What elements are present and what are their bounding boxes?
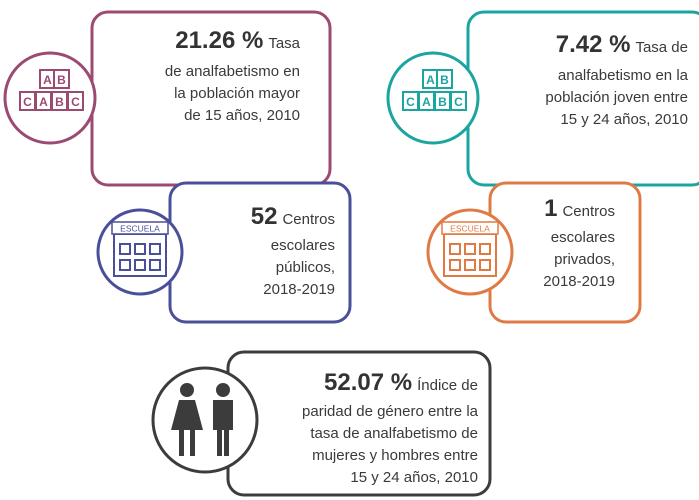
stat-text: privados, (554, 251, 615, 268)
school-sign-text: ESCUELA (450, 224, 490, 234)
stat-text: 2018-2019 (263, 281, 335, 298)
stat-text: población joven entre (545, 89, 688, 106)
school-sign (441, 221, 499, 235)
stat-value: 1 (544, 195, 557, 222)
window (119, 243, 131, 255)
stat-text: mujeres y hombres entre (312, 447, 478, 464)
card: ESCUELA 52 Centros escolares públicos, 2018-2… (96, 181, 352, 324)
card: ESCUELA 1 Centros escolares privados, 2018-20… (426, 181, 642, 324)
window (149, 259, 161, 271)
woman (171, 400, 203, 456)
block-letter: C (406, 95, 415, 109)
block (67, 91, 84, 111)
stat-text: Índice de (417, 377, 478, 394)
stat-text: públicos, (276, 259, 335, 276)
stat-text: escolares (271, 237, 335, 254)
card: 52.07 % Índice de paridad de género entre … (151, 350, 492, 497)
icon-circle (151, 366, 259, 474)
stat-value: 21.26 % (175, 27, 263, 54)
stat-text: 15 y 24 años, 2010 (350, 469, 478, 486)
block-letter: A (39, 95, 48, 109)
window (449, 259, 461, 271)
block-letter: B (57, 73, 66, 87)
head (180, 383, 194, 397)
stat-line: 52.07 % Índice de (324, 369, 478, 396)
window (149, 243, 161, 255)
block-letter: C (454, 95, 463, 109)
window (479, 259, 491, 271)
block (450, 91, 467, 111)
window (119, 259, 131, 271)
stat-text: de analfabetismo en (165, 63, 300, 80)
stat-text: 2018-2019 (543, 273, 615, 290)
stat-text: escolares (551, 229, 615, 246)
stat-line: 21.26 % Tasa (175, 27, 300, 54)
stat-line: 52 Centros (251, 203, 335, 230)
stat-text: la población mayor (174, 85, 300, 102)
window (134, 259, 146, 271)
block-letter: C (71, 95, 80, 109)
head (216, 383, 230, 397)
man (213, 400, 233, 456)
stat-text: Centros (282, 211, 335, 228)
block-letter: A (422, 95, 431, 109)
stat-text: analfabetismo en la (558, 67, 689, 84)
stat-text: Tasa (268, 35, 300, 52)
window (449, 243, 461, 255)
block-letter: C (23, 95, 32, 109)
school-sign (111, 221, 169, 235)
block (53, 69, 70, 89)
stat-text: Centros (562, 203, 615, 220)
window (479, 243, 491, 255)
stat-text: de 15 años, 2010 (184, 107, 300, 124)
stat-value: 52 (251, 203, 278, 230)
block-letter: B (440, 73, 449, 87)
stat-value: 7.42 % (556, 31, 631, 58)
stat-line: 7.42 % Tasa de (556, 31, 688, 58)
window (464, 259, 476, 271)
stat-value: 52.07 % (324, 369, 412, 396)
window (134, 243, 146, 255)
stat-text: 15 y 24 años, 2010 (560, 111, 688, 128)
block-letter: B (55, 95, 64, 109)
block-letter: B (438, 95, 447, 109)
school-sign-text: ESCUELA (120, 224, 160, 234)
block-letter: A (43, 73, 52, 87)
window (464, 243, 476, 255)
stat-line: 1 Centros (544, 195, 615, 222)
stat-text: tasa de analfabetismo de (310, 425, 478, 442)
block-letter: A (426, 73, 435, 87)
block (436, 69, 453, 89)
stat-text: paridad de género entre la (302, 403, 479, 420)
stat-text: Tasa de (635, 39, 688, 56)
